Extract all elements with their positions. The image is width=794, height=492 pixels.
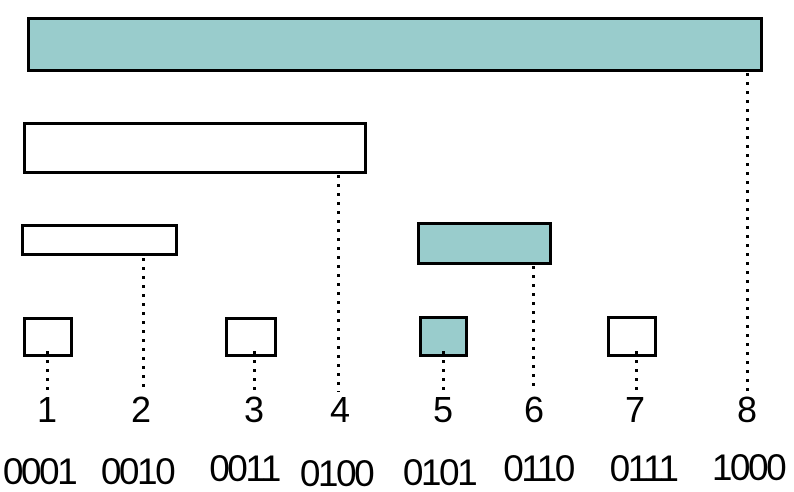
index-label-4: 4 — [329, 389, 351, 430]
node-3-range-bar — [225, 317, 277, 357]
dotted-connector-2 — [141, 258, 145, 392]
binary-label-0011: 0011 — [209, 448, 281, 489]
index-label-3: 3 — [243, 389, 265, 430]
binary-label-0111: 0111 — [609, 448, 679, 489]
node-6-range-bar — [417, 222, 552, 265]
node-7-range-bar — [607, 316, 657, 357]
node-2-range-bar — [21, 224, 178, 256]
dotted-connector-4 — [336, 175, 340, 392]
dotted-connector-5 — [441, 351, 445, 392]
binary-label-0001: 0001 — [2, 451, 78, 492]
index-label-1: 1 — [36, 389, 58, 430]
binary-label-0010: 0010 — [100, 451, 176, 492]
binary-label-1000: 1000 — [711, 447, 787, 488]
index-label-2: 2 — [130, 389, 152, 430]
index-label-7: 7 — [624, 389, 646, 430]
binary-label-0110: 0110 — [503, 448, 575, 489]
node-8-range-bar — [27, 17, 763, 72]
dotted-connector-8 — [745, 73, 749, 392]
dotted-connector-6 — [531, 266, 535, 392]
index-label-6: 6 — [523, 389, 545, 430]
binary-label-0100: 0100 — [299, 453, 375, 492]
dotted-connector-7 — [634, 351, 638, 392]
index-label-8: 8 — [736, 389, 758, 430]
node-5-range-bar — [419, 316, 468, 357]
dotted-connector-1 — [45, 351, 49, 392]
node-4-range-bar — [23, 122, 367, 174]
binary-label-0101: 0101 — [402, 452, 478, 492]
index-label-5: 5 — [432, 389, 454, 430]
dotted-connector-3 — [252, 351, 256, 392]
